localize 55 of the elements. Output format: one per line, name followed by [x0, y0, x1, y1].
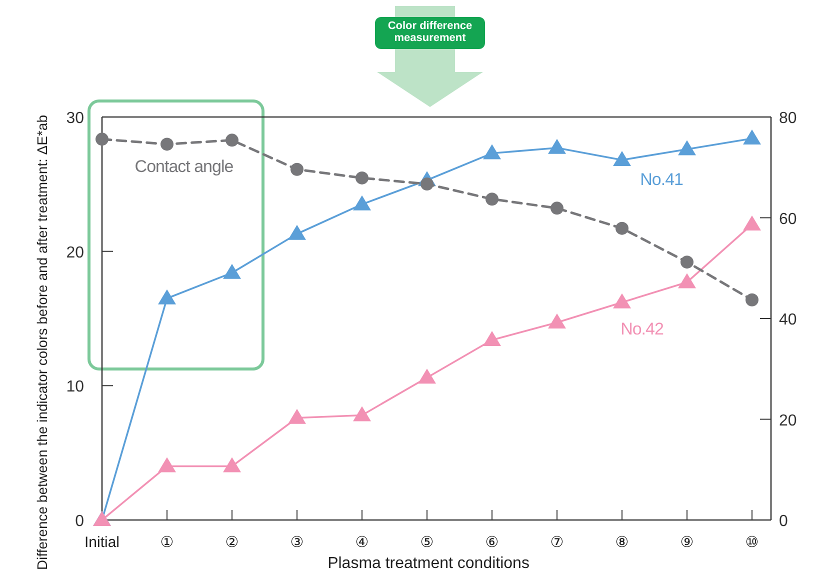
- point: [290, 162, 304, 176]
- point: [223, 264, 241, 279]
- point: [616, 222, 628, 235]
- point: [746, 293, 758, 306]
- series-label: No.41: [640, 170, 684, 190]
- point: [743, 129, 761, 144]
- x-tick-label: ②: [225, 534, 239, 551]
- point: [353, 406, 371, 422]
- point: [158, 457, 176, 472]
- y-tick-label: 0: [75, 513, 84, 530]
- y-tick-label: 30: [66, 110, 84, 127]
- y2-tick-label: 20: [779, 412, 797, 430]
- y-tick-label: 20: [66, 244, 84, 262]
- y2-tick-label: 60: [779, 210, 797, 228]
- point: [226, 134, 238, 147]
- text: Color difference measurement: [388, 20, 472, 44]
- point: [680, 256, 694, 269]
- point: [160, 138, 174, 151]
- point: [548, 314, 566, 329]
- x-axis-title: Plasma treatment conditions: [328, 555, 530, 571]
- point: [356, 171, 368, 184]
- x-tick-label: ⑦: [550, 534, 564, 551]
- y2-tick-label: 40: [779, 312, 797, 328]
- y2-tick-label: 0: [779, 513, 788, 530]
- point: [418, 368, 436, 384]
- x-tick-label: ⑥: [485, 534, 499, 551]
- series-label: No.42: [620, 319, 664, 338]
- point: [483, 330, 501, 346]
- point: [678, 140, 696, 156]
- y-axis-title: Difference between the indicator colors before and after treatment: ΔE*ab: [34, 114, 50, 570]
- point: [158, 289, 176, 304]
- x-tick-label: Initial: [84, 534, 120, 551]
- series-label: Contact angle: [134, 157, 234, 176]
- y-tick-label: 10: [66, 378, 84, 396]
- point: [288, 224, 306, 240]
- x-tick-label: ④: [355, 534, 369, 551]
- point: [613, 293, 631, 308]
- point: [550, 202, 564, 215]
- x-tick-label: ⑧: [615, 534, 629, 551]
- x-tick-label: ③: [290, 534, 304, 551]
- point: [613, 150, 631, 166]
- x-tick-label: ①: [160, 534, 174, 551]
- point: [678, 273, 696, 288]
- x-tick-label: ⑩: [745, 534, 759, 551]
- point: [96, 132, 108, 146]
- point: [353, 195, 371, 210]
- point: [486, 192, 498, 206]
- point: [483, 144, 501, 160]
- y2-tick-label: 80: [779, 110, 797, 127]
- point: [223, 457, 241, 472]
- point: [743, 215, 761, 230]
- point: [288, 408, 306, 424]
- x-tick-label: ⑨: [680, 534, 694, 551]
- point: [548, 138, 566, 154]
- x-tick-label: ⑤: [420, 534, 434, 551]
